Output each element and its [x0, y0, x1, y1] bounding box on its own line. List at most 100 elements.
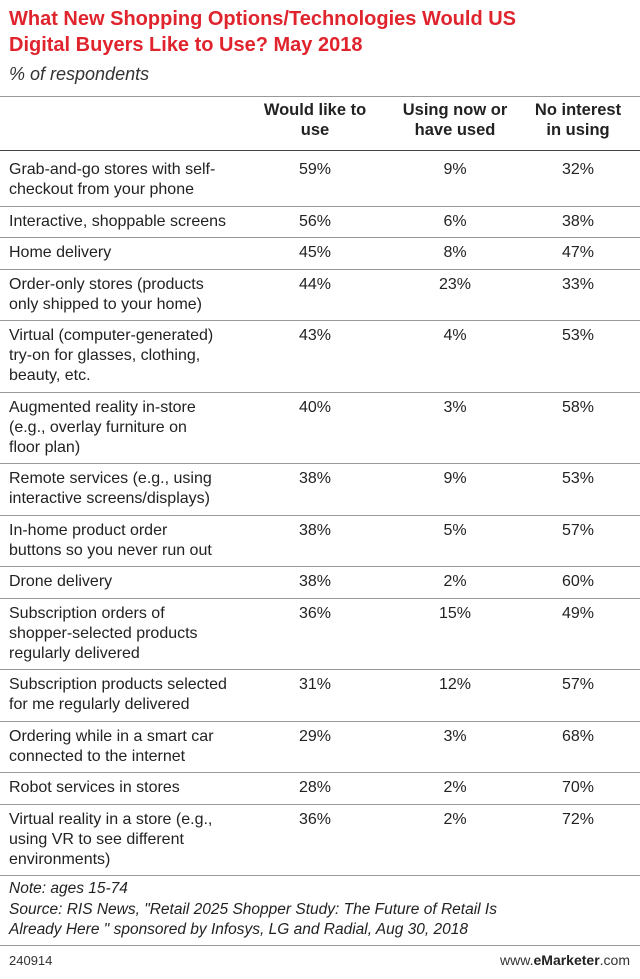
subtitle: % of respondents	[9, 64, 150, 84]
row-label: try-on for glasses, clothing,	[9, 347, 201, 364]
row-label: checkout from your phone	[9, 181, 194, 198]
header-rule	[0, 150, 640, 151]
row-label: Remote services (e.g., using	[9, 470, 212, 487]
row-rule	[0, 669, 640, 670]
title-line: Digital Buyers Like to Use? May 2018	[9, 34, 363, 56]
cell-value: 49%	[561, 604, 595, 622]
row-label: Ordering while in a smart car	[9, 727, 214, 745]
row-label: Virtual reality in a store (e.g.,	[9, 810, 213, 828]
row-rule	[0, 804, 640, 805]
cell-value: 2%	[443, 779, 467, 796]
brand: www.eMarketer.com	[500, 952, 630, 968]
cell-value: 43%	[298, 327, 332, 344]
cell-value: 38%	[298, 521, 332, 539]
cell-value: 4%	[443, 327, 467, 344]
row-label: regularly delivered	[9, 644, 140, 662]
chart-id: 240914	[9, 953, 53, 968]
cell-value: 59%	[298, 161, 332, 178]
top-rule	[0, 96, 640, 97]
brand-part: www.	[500, 952, 534, 968]
cell-value: 57%	[561, 676, 595, 693]
cell-value: 38%	[298, 573, 332, 590]
cell-value: 12%	[438, 676, 472, 693]
note-line: Source: RIS News, "Retail 2025 Shopper S…	[9, 900, 497, 918]
cell-value: 53%	[561, 470, 595, 487]
row-label: beauty, etc.	[9, 367, 91, 384]
row-rule	[0, 566, 640, 567]
row-label: Virtual (computer-generated)	[9, 327, 214, 344]
cell-value: 23%	[438, 275, 472, 293]
column-header: have used	[414, 121, 496, 139]
column-header: Would like to	[263, 101, 367, 119]
row-rule	[0, 237, 640, 238]
row-label: for me regularly delivered	[9, 696, 190, 713]
cell-value: 58%	[561, 398, 595, 416]
brand-part: .com	[599, 952, 630, 968]
cell-value: 44%	[298, 275, 332, 293]
row-rule	[0, 515, 640, 516]
note-line: Already Here " sponsored by Infosys, LG …	[9, 921, 469, 938]
cell-value: 36%	[298, 604, 332, 622]
row-label: Robot services in stores	[9, 779, 180, 796]
row-label: In-home product order	[9, 521, 168, 539]
row-label: buttons so you never run out	[9, 541, 212, 559]
row-rule	[0, 392, 640, 393]
cell-value: 9%	[443, 470, 467, 487]
row-label: (e.g., overlay furniture on	[9, 418, 187, 436]
row-label: Subscription orders of	[9, 604, 165, 622]
row-label: interactive screens/displays)	[9, 490, 210, 507]
cell-value: 2%	[443, 573, 467, 590]
cell-value: 33%	[561, 275, 595, 293]
cell-value: 32%	[561, 161, 595, 178]
column-header: use	[300, 121, 330, 139]
cell-value: 40%	[298, 398, 332, 416]
cell-value: 57%	[561, 521, 595, 539]
row-label: Order-only stores (products	[9, 275, 204, 293]
cell-value: 47%	[561, 244, 595, 261]
cell-value: 36%	[298, 810, 332, 828]
cell-value: 72%	[561, 810, 595, 828]
cell-value: 3%	[443, 398, 467, 416]
row-rule	[0, 598, 640, 599]
row-rule	[0, 463, 640, 464]
row-rule	[0, 772, 640, 773]
row-label: Grab-and-go stores with self-	[9, 161, 216, 178]
column-header: in using	[546, 121, 610, 139]
cell-value: 45%	[298, 244, 332, 261]
row-rule	[0, 206, 640, 207]
cell-value: 53%	[561, 327, 595, 344]
row-label: only shipped to your home)	[9, 295, 202, 313]
row-label: floor plan)	[9, 438, 81, 456]
note-line: Note: ages 15-74	[9, 880, 128, 897]
row-label: using VR to see different	[9, 830, 184, 848]
bottom-rule	[0, 945, 640, 946]
cell-value: 8%	[443, 244, 467, 261]
row-label: shopper-selected products	[9, 624, 198, 642]
row-label: Augmented reality in-store	[9, 398, 196, 416]
row-label: environments)	[9, 850, 111, 868]
cell-value: 3%	[443, 727, 467, 745]
cell-value: 6%	[443, 212, 467, 230]
row-rule	[0, 320, 640, 321]
row-label: Subscription products selected	[9, 676, 227, 693]
cell-value: 28%	[298, 779, 332, 796]
row-label: Interactive, shoppable screens	[9, 212, 227, 230]
cell-value: 2%	[443, 810, 467, 828]
cell-value: 38%	[561, 212, 595, 230]
row-label: connected to the internet	[9, 747, 186, 765]
cell-value: 5%	[443, 521, 467, 539]
cell-value: 60%	[561, 573, 595, 590]
cell-value: 15%	[438, 604, 472, 622]
cell-value: 70%	[561, 779, 595, 796]
row-rule	[0, 269, 640, 270]
brand-part: eMarketer	[533, 952, 600, 968]
cell-value: 31%	[298, 676, 332, 693]
column-header: Using now or	[402, 101, 508, 119]
row-rule	[0, 721, 640, 722]
cell-value: 9%	[443, 161, 467, 178]
cell-value: 68%	[561, 727, 595, 745]
row-rule	[0, 875, 640, 876]
row-label: Drone delivery	[9, 573, 113, 590]
column-header: No interest	[534, 101, 622, 119]
